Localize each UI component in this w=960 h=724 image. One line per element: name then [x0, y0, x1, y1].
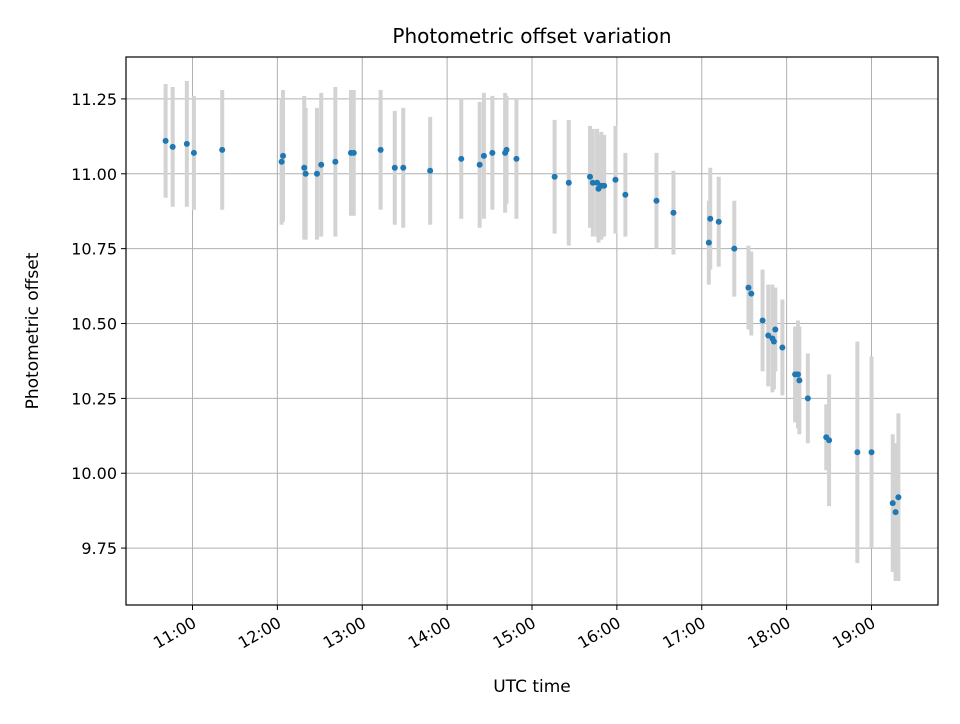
data-point: [892, 509, 899, 516]
chart-title: Photometric offset variation: [392, 24, 671, 48]
data-point: [278, 158, 285, 165]
data-point: [731, 245, 738, 252]
data-point: [332, 158, 339, 165]
data-point: [391, 164, 398, 171]
data-point: [594, 179, 601, 186]
data-point: [480, 152, 487, 159]
data-point: [503, 146, 510, 153]
data-point: [759, 317, 766, 324]
data-point: [400, 164, 407, 171]
data-point: [513, 155, 520, 162]
data-point: [301, 164, 308, 171]
data-point: [489, 149, 496, 156]
data-point: [350, 149, 357, 156]
y-tick-label: 11.25: [71, 90, 117, 109]
y-tick-label: 10.00: [71, 464, 117, 483]
data-point: [183, 140, 190, 147]
y-tick-label: 10.50: [71, 315, 117, 334]
data-point: [313, 170, 320, 177]
data-point: [705, 239, 712, 246]
data-point: [589, 179, 596, 186]
data-point: [280, 152, 287, 159]
data-point: [565, 179, 572, 186]
data-point: [551, 173, 558, 180]
data-point: [302, 170, 309, 177]
y-tick-label: 11.00: [71, 165, 117, 184]
data-point: [854, 449, 861, 456]
data-point: [715, 218, 722, 225]
data-point: [804, 395, 811, 402]
data-point: [770, 338, 777, 345]
data-point: [895, 494, 902, 501]
data-point: [169, 143, 176, 150]
grid: [126, 57, 938, 605]
data-point: [587, 173, 593, 180]
y-tick-label: 10.75: [71, 240, 117, 259]
data-point: [765, 332, 772, 339]
y-axis-label: Photometric offset: [23, 252, 43, 409]
data-point: [794, 371, 801, 378]
data-point: [622, 191, 629, 198]
data-point: [162, 137, 169, 144]
data-point: [772, 326, 779, 333]
data-point: [868, 449, 875, 456]
data-point: [601, 182, 608, 189]
data-point: [219, 146, 226, 153]
y-tick-label: 9.75: [81, 539, 117, 558]
data-point: [427, 167, 434, 174]
data-point: [318, 161, 325, 168]
data-point: [612, 176, 619, 183]
data-point: [190, 149, 197, 156]
data-points: [162, 137, 902, 516]
data-point: [745, 284, 752, 291]
data-point: [796, 377, 803, 384]
data-point: [653, 197, 660, 204]
data-point: [889, 500, 896, 507]
data-point: [670, 209, 677, 216]
data-point: [377, 146, 384, 153]
data-point: [458, 155, 465, 162]
y-tick-label: 10.25: [71, 389, 117, 408]
data-point: [826, 437, 833, 444]
data-point: [779, 344, 786, 351]
y-axis-ticks: 9.75 10.00 10.25 10.50 10.75 11.00 11.25: [71, 90, 126, 558]
data-point: [707, 215, 714, 222]
data-point: [748, 290, 755, 297]
data-point: [476, 161, 483, 168]
x-axis-label: UTC time: [493, 677, 571, 697]
